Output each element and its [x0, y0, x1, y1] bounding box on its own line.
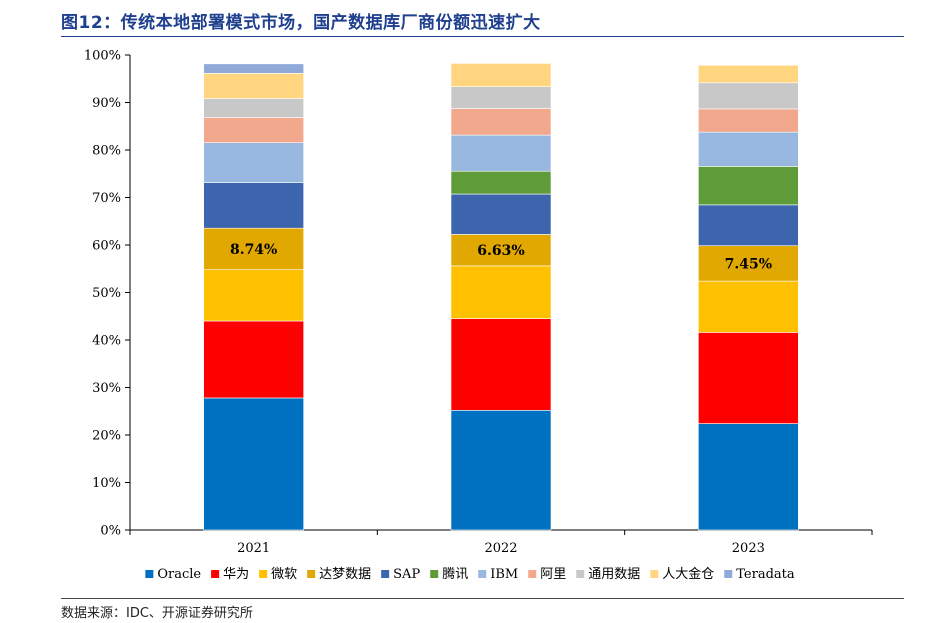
bar-segment [450, 63, 552, 87]
legend-label: 人大金仓 [662, 566, 714, 582]
x-tick-label: 2023 [732, 541, 765, 556]
y-tick-label: 0% [100, 524, 121, 539]
bar-segment [450, 265, 552, 319]
x-tick-label: 2022 [484, 541, 517, 556]
legend-label: 华为 [223, 567, 249, 582]
bar-segment [203, 98, 304, 118]
legend-label: Oracle [157, 567, 201, 582]
y-tick-label: 20% [92, 429, 121, 444]
chart-data-labels: 8.74% 6.63% 7.45% [230, 242, 772, 272]
bar-segment [203, 117, 304, 143]
title-rule [61, 36, 904, 37]
legend-swatch [478, 570, 487, 578]
legend-label: 微软 [271, 567, 297, 582]
figure-title: 图12：传统本地部署模式市场，国产数据库厂商份额迅速扩大 [61, 13, 541, 33]
x-tick-label: 2021 [237, 541, 270, 556]
legend-label: 阿里 [540, 567, 566, 582]
bar-segment [203, 227, 304, 270]
legend-swatch [650, 570, 659, 578]
bar-segment [698, 332, 799, 424]
legend-label: IBM [490, 567, 518, 582]
bar-segment [450, 193, 552, 235]
y-tick-label: 30% [92, 381, 121, 396]
legend-label: SAP [393, 567, 420, 582]
legend-swatch [528, 570, 537, 578]
legend-label: 通用数据 [588, 567, 640, 582]
y-tick-label: 50% [92, 286, 121, 301]
legend-swatch [145, 570, 154, 578]
bar-segment [450, 86, 552, 109]
legend-swatch [430, 570, 439, 578]
data-label: 7.45% [725, 256, 772, 272]
bar-segment [450, 409, 552, 531]
bar-segment [203, 182, 304, 229]
bar-segment [698, 204, 799, 247]
legend-label: 腾讯 [442, 566, 468, 582]
source-rule [61, 598, 904, 599]
bar-segment [203, 142, 304, 183]
bar-segment [203, 63, 304, 74]
bar-segment [698, 82, 799, 110]
bar-segment [450, 318, 552, 411]
bar-segment [450, 134, 552, 172]
y-tick-label: 70% [92, 191, 121, 206]
y-tick-label: 90% [92, 96, 121, 111]
bar-segment [450, 170, 552, 195]
legend-swatch [576, 570, 585, 578]
y-tick-label: 40% [92, 334, 121, 349]
source-note: 数据来源：IDC、开源证券研究所 [61, 606, 253, 621]
bar-segment [450, 108, 552, 136]
chart-axes: 0% 10% 20% 30% 40% 50% 60% 70% 80% 90% 100% 2021 202… [84, 49, 873, 556]
y-tick-label: 60% [92, 239, 121, 254]
bar-segment [203, 397, 304, 531]
bar-segment [698, 166, 799, 206]
legend-label: 达梦数据 [319, 567, 371, 582]
bar-segment [203, 320, 304, 399]
legend-label: Teradata [736, 567, 795, 582]
bar-segment [203, 73, 304, 99]
bar-segment [698, 64, 799, 84]
legend-swatch [724, 570, 733, 578]
bar-segment [698, 423, 799, 531]
legend-swatch [307, 570, 316, 578]
bar-segment [698, 131, 799, 167]
legend-swatch [211, 570, 220, 578]
bar-segment [698, 245, 799, 282]
y-tick-label: 100% [84, 49, 121, 64]
y-tick-label: 80% [92, 144, 121, 159]
y-tick-label: 10% [92, 476, 121, 491]
bar-segment [698, 108, 799, 133]
chart-bars [203, 63, 799, 531]
data-label: 8.74% [230, 242, 277, 258]
legend-swatch [259, 570, 268, 578]
bar-segment [698, 280, 799, 333]
data-label: 6.63% [477, 243, 524, 259]
legend-swatch [381, 570, 390, 578]
bar-segment [203, 269, 304, 322]
chart-legend: Oracle 华为 微软 达梦数据 SAP 腾讯 IBM 阿里 通用数据 人大金仓 Teradata [145, 566, 795, 582]
